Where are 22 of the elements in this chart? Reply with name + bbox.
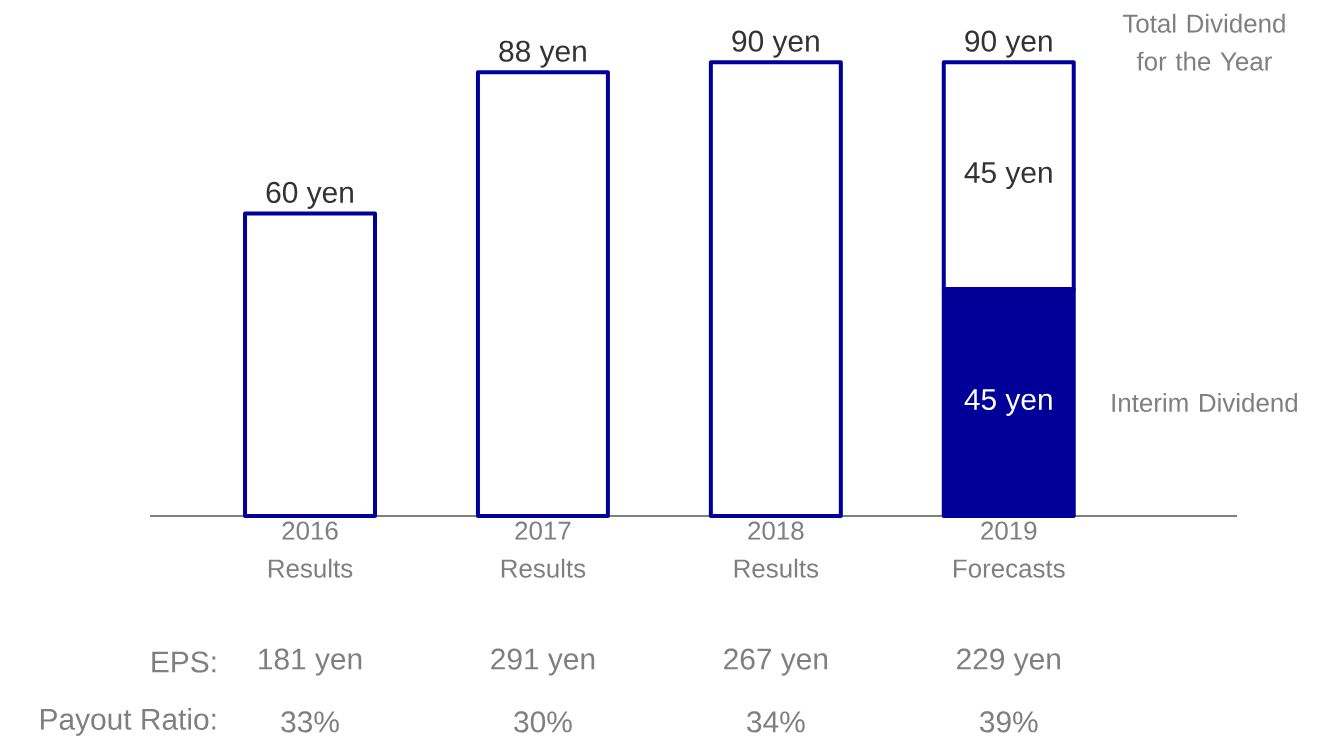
text: 291 yen xyxy=(491,648,595,676)
text: 267 yen xyxy=(724,648,828,676)
text: 229 yen xyxy=(957,648,1060,676)
x-tick-label: 2016 Results xyxy=(268,521,353,578)
series-label: Total Dividend for the Year xyxy=(1122,13,1285,71)
x-tick-label: 2017 Results xyxy=(501,521,586,578)
series-label: Interim Dividend xyxy=(1112,393,1297,413)
x-tick-label: 2018 Results xyxy=(734,521,819,578)
text: EPS: xyxy=(152,651,216,673)
total-label: 90 yen xyxy=(965,30,1052,58)
data-label: 45 yen xyxy=(964,162,1052,189)
data-label: 88 yen xyxy=(499,40,586,68)
data-label: 90 yen xyxy=(732,30,819,58)
text: 181 yen xyxy=(259,648,362,676)
text: 39% xyxy=(979,711,1038,733)
data-label: 60 yen xyxy=(266,181,353,209)
text: Payout Ratio: xyxy=(41,707,216,736)
text: 34% xyxy=(747,711,805,733)
x-tick-label: 2019 Forecasts xyxy=(954,521,1065,578)
text: 33% xyxy=(281,711,339,733)
data-label: 45 yen xyxy=(964,389,1052,416)
text: 30% xyxy=(514,711,572,733)
